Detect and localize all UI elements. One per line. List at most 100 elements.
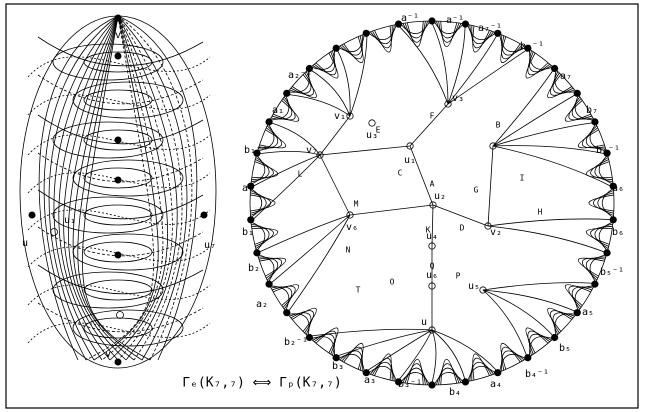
boundary-label: a₂ bbox=[256, 299, 268, 310]
edge-curve bbox=[493, 70, 553, 146]
boundary-label: b₅ bbox=[559, 343, 571, 354]
edge-curve bbox=[493, 146, 611, 186]
face-label: O bbox=[390, 278, 395, 287]
fan-curve bbox=[595, 224, 613, 248]
vertex-open bbox=[51, 229, 58, 236]
face-label: P bbox=[456, 272, 461, 281]
vertex-dot bbox=[115, 359, 122, 366]
edge-curve bbox=[259, 215, 350, 252]
face-label: F bbox=[430, 112, 435, 121]
edge-curve bbox=[350, 35, 367, 116]
vertex-label: v₇ bbox=[306, 145, 318, 156]
boundary-label: b₇⁻¹ bbox=[520, 41, 544, 52]
boundary-label: b₃ bbox=[332, 361, 344, 372]
boundary-label: b₄ bbox=[449, 387, 461, 398]
inner-ellipse bbox=[84, 205, 152, 225]
vertex-label: v₂ bbox=[490, 227, 502, 238]
edge-curve bbox=[271, 215, 350, 283]
vertex-label: u bbox=[421, 317, 427, 328]
edge-curve bbox=[432, 330, 436, 383]
vertex-dot bbox=[115, 252, 122, 259]
fan-curve bbox=[340, 35, 363, 55]
boundary-dot bbox=[551, 334, 558, 341]
fan-curve bbox=[472, 358, 492, 380]
face-label: E bbox=[376, 126, 381, 135]
boundary-dot bbox=[253, 249, 260, 256]
boundary-dot bbox=[591, 281, 598, 288]
edge bbox=[488, 146, 493, 226]
boundary-label: a⁻¹ bbox=[401, 13, 419, 24]
face-label: G bbox=[474, 186, 479, 195]
fan-curve bbox=[251, 157, 269, 181]
boundary-label: a₅ bbox=[582, 307, 594, 318]
fan-curve bbox=[589, 195, 614, 211]
curve bbox=[39, 16, 118, 360]
vertex-label: v₃ bbox=[452, 93, 464, 104]
boundary-label: a₇⁻¹ bbox=[478, 23, 502, 34]
boundary-dot bbox=[574, 309, 581, 316]
boundary-dot bbox=[603, 249, 610, 256]
curve bbox=[38, 227, 203, 256]
vertex-label: u₂ bbox=[434, 191, 446, 202]
fan-curve bbox=[553, 313, 575, 335]
boundary-dot bbox=[333, 45, 340, 52]
boundary-dot bbox=[591, 118, 598, 125]
boundary-label: b₄⁻¹ bbox=[525, 369, 549, 380]
face-label: C bbox=[398, 169, 403, 178]
boundary-label: b₇ bbox=[586, 105, 598, 116]
boundary-label: b₁⁻¹ bbox=[244, 145, 268, 156]
vertex-dot bbox=[29, 212, 36, 219]
boundary-label: a₇ bbox=[560, 71, 572, 82]
inner-ellipse bbox=[84, 280, 152, 300]
boundary-label: a₆ bbox=[612, 183, 624, 194]
edge-curve bbox=[311, 329, 432, 336]
face-label: B bbox=[496, 121, 501, 130]
boundary-dot bbox=[265, 281, 272, 288]
boundary-dot bbox=[524, 354, 531, 361]
boundary-label: a₃ bbox=[364, 375, 376, 386]
vertex-dot bbox=[115, 53, 122, 60]
edge-curve bbox=[493, 123, 593, 146]
edge-curve bbox=[493, 95, 576, 146]
figure: vuu₁u₇v a⁻¹a⁻¹a₇⁻¹b₇⁻¹a₇b₇b₆⁻¹a₆b₆b₅⁻¹a₅… bbox=[0, 0, 645, 412]
boundary-label: b₆ bbox=[612, 227, 624, 238]
edge-curve bbox=[367, 330, 432, 371]
caption: Γₑ(K₇,₇) ⟺ Γₚ(K₇,₇) bbox=[182, 376, 342, 391]
boundary-label: b₁ bbox=[242, 227, 254, 238]
vertex-label: v₁ bbox=[334, 111, 346, 122]
edge-curve bbox=[488, 226, 605, 252]
vertex-label: u₁ bbox=[404, 155, 416, 166]
edge bbox=[350, 205, 433, 215]
edge-curve bbox=[253, 155, 320, 186]
fan-curve bbox=[288, 314, 309, 336]
boundary-dot bbox=[610, 216, 617, 223]
fan-curve bbox=[501, 351, 524, 371]
fan-curve bbox=[250, 191, 266, 216]
edge-curve bbox=[288, 215, 350, 311]
face-label: I bbox=[520, 174, 525, 183]
boundary-dot bbox=[574, 90, 581, 97]
vertex-label: v₆ bbox=[346, 222, 358, 233]
vertex-dot bbox=[115, 15, 122, 22]
boundary-label: b₂ bbox=[248, 263, 260, 274]
face-label: L bbox=[298, 170, 303, 179]
vertex-label: u bbox=[22, 238, 28, 249]
edge bbox=[320, 155, 350, 215]
boundary-label: a₁ bbox=[272, 105, 284, 116]
right-graph: a⁻¹a⁻¹a₇⁻¹b₇⁻¹a₇b₇b₆⁻¹a₆b₆b₅⁻¹a₅b₅b₄⁻¹a₄… bbox=[242, 13, 624, 398]
face-label: K bbox=[426, 226, 431, 235]
curve bbox=[38, 190, 203, 219]
curve bbox=[38, 37, 203, 66]
fan-curve bbox=[555, 314, 576, 336]
boundary-dot bbox=[283, 309, 290, 316]
boundary-dot bbox=[462, 378, 469, 385]
boundary-label: a₂⁻¹ bbox=[288, 70, 312, 81]
face-label: D bbox=[460, 224, 465, 233]
boundary-dot bbox=[283, 90, 290, 97]
boundary-dot bbox=[247, 216, 254, 223]
edge-curve bbox=[432, 330, 497, 371]
fan-curve bbox=[595, 157, 613, 181]
face-label: M bbox=[354, 200, 359, 209]
curve bbox=[118, 16, 197, 360]
boundary-label: b₃⁻¹ bbox=[398, 379, 422, 390]
